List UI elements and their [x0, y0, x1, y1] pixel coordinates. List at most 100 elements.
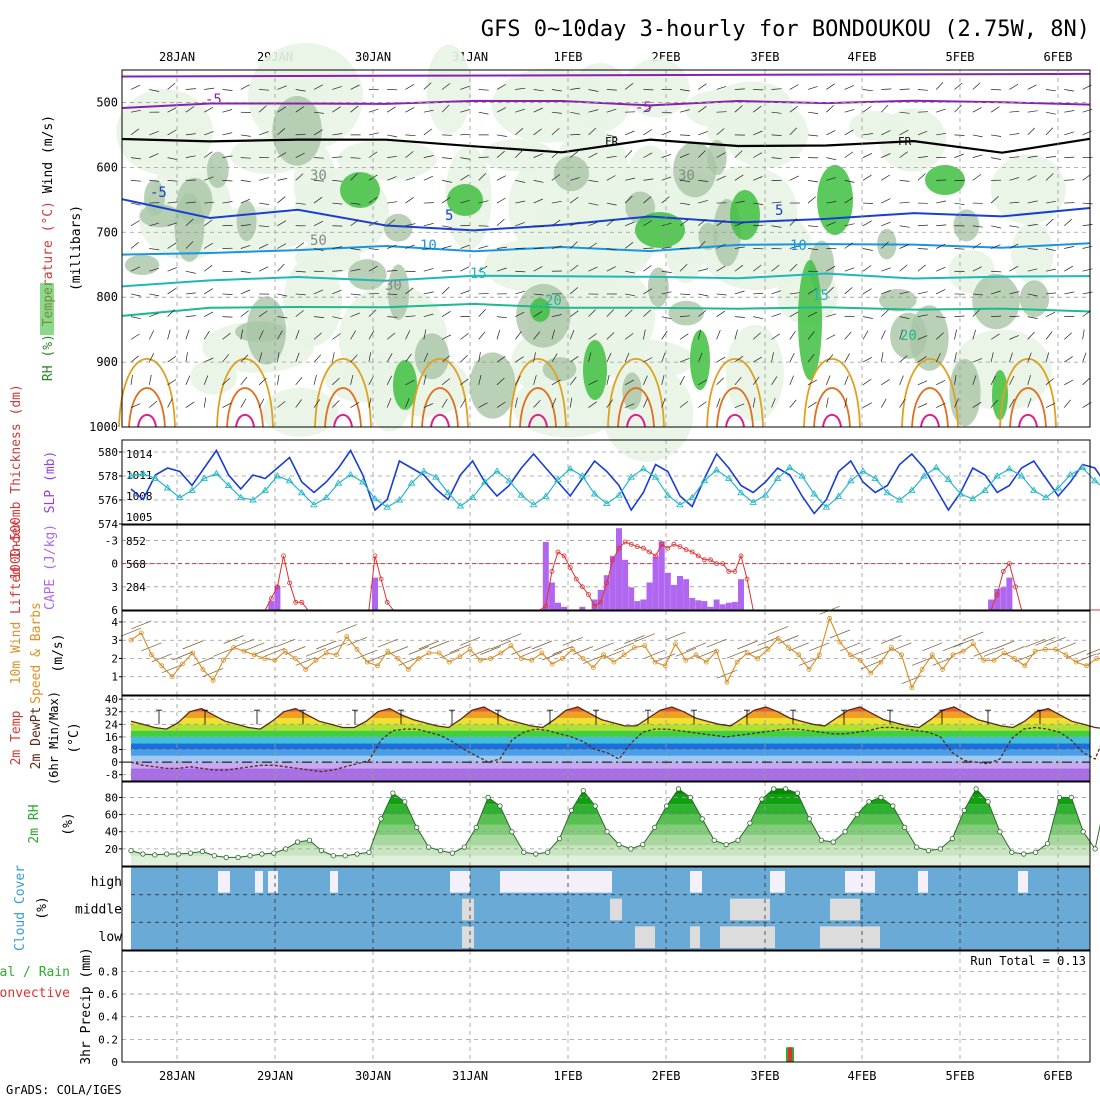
rh-ylabel-2: (%)	[61, 812, 76, 835]
rh-shade-light	[283, 257, 342, 347]
date-label-bottom: 6FEB	[1044, 1069, 1073, 1083]
wind-barb	[881, 241, 889, 249]
wind-barb	[661, 130, 672, 136]
thickness-marker	[1054, 484, 1062, 491]
wind-barb	[295, 270, 306, 273]
tick-label: 1000	[89, 420, 118, 434]
date-label-top: 6FEB	[1044, 50, 1073, 64]
temp-contour-30	[128, 387, 166, 428]
temp-contour-25	[509, 357, 567, 428]
thickness-marker	[261, 486, 269, 493]
thickness-marker	[420, 467, 428, 474]
wind-barb	[295, 202, 306, 205]
contour-label: 30	[678, 168, 695, 184]
wind-barb-10m	[131, 620, 152, 630]
wind-barb	[295, 376, 303, 386]
rh-marker	[330, 853, 336, 859]
wind-barb	[844, 151, 854, 158]
wind-barb	[990, 290, 1001, 295]
rh-marker	[1092, 846, 1098, 852]
wind-barb	[496, 175, 506, 181]
wind-barb	[807, 196, 817, 204]
wind-barb	[917, 89, 928, 91]
cape-bar	[683, 579, 690, 610]
wind-barb	[423, 223, 434, 227]
wind-ylabel-2: Speed & Barbs	[29, 602, 44, 704]
wind-barb	[899, 179, 910, 182]
wind-barb	[753, 224, 764, 227]
wind-barb	[350, 293, 361, 296]
wind-barb-10m	[809, 642, 830, 652]
wind-barb	[515, 311, 525, 317]
cloud-cell	[600, 871, 612, 893]
rh-marker	[199, 848, 205, 855]
contour-label: 5	[775, 203, 783, 219]
wind-barb-10m	[244, 642, 265, 652]
wind-barb	[277, 330, 283, 340]
wind-barb	[405, 107, 415, 113]
temp-band	[131, 762, 1090, 769]
wind-barb-10m	[593, 642, 614, 652]
cape-bar	[652, 556, 659, 610]
wind-barb	[332, 179, 343, 182]
wind-barb	[862, 152, 873, 158]
wind-barb	[460, 333, 469, 340]
wind-barb	[679, 202, 690, 205]
wind-barb	[332, 156, 343, 158]
wind-barb	[698, 218, 707, 227]
wind-barb	[350, 84, 360, 90]
cape-frame	[121, 524, 1091, 611]
wind-barb	[496, 197, 506, 204]
wind-barb	[551, 314, 562, 317]
rh-marker	[223, 854, 229, 861]
wind-barb	[313, 332, 322, 340]
wind-barb	[277, 85, 287, 90]
thickness-marker	[932, 463, 940, 471]
thickness-marker	[188, 486, 196, 493]
precip-ylabel-total: Total / Rain	[0, 965, 70, 980]
wind-barb	[533, 352, 536, 363]
thickness-marker	[920, 472, 928, 479]
wind-barb	[753, 292, 764, 295]
wind-barb	[734, 105, 743, 113]
wind-barb-10m	[870, 649, 892, 659]
wind-barb	[881, 290, 891, 295]
wind-speed-marker	[1073, 659, 1079, 665]
wind-barb	[149, 153, 159, 158]
rh-marker	[759, 796, 765, 802]
wind-speed-marker	[991, 657, 997, 663]
wind-barb	[313, 354, 322, 363]
date-label-top: 3FEB	[751, 50, 780, 64]
wind-barb	[771, 398, 776, 408]
rh-marker	[473, 824, 479, 831]
li-marker	[287, 580, 293, 586]
wind-barb	[862, 356, 872, 363]
wind-barb	[734, 200, 745, 204]
wind-barb	[899, 355, 908, 363]
rh-marker	[675, 786, 682, 792]
rh-shade-light	[426, 44, 472, 134]
thickness-marker	[127, 472, 135, 479]
date-label-bottom: 3FEB	[751, 1069, 780, 1083]
wind-barb	[277, 128, 286, 136]
wind-barb	[130, 333, 140, 340]
wind-barb	[185, 292, 196, 295]
wind-barb	[185, 315, 196, 318]
wind-barb-10m	[418, 640, 440, 650]
wind-barb	[881, 221, 891, 227]
wind-barb	[204, 176, 214, 181]
cape-bar	[731, 601, 738, 610]
thickness-marker	[834, 492, 843, 499]
wind-barb	[442, 245, 452, 249]
wind-barb	[387, 316, 398, 318]
wind-barb	[954, 352, 957, 363]
thickness-marker	[1030, 486, 1038, 493]
wind-barb	[679, 293, 691, 295]
thickness-marker	[895, 496, 904, 503]
wind-barb	[569, 310, 579, 317]
wind-barb	[167, 179, 178, 182]
cape-bar	[274, 585, 281, 610]
wind-speed-marker	[590, 665, 596, 670]
wind-speed-marker	[416, 656, 422, 661]
wind-speed-marker	[1001, 650, 1007, 656]
